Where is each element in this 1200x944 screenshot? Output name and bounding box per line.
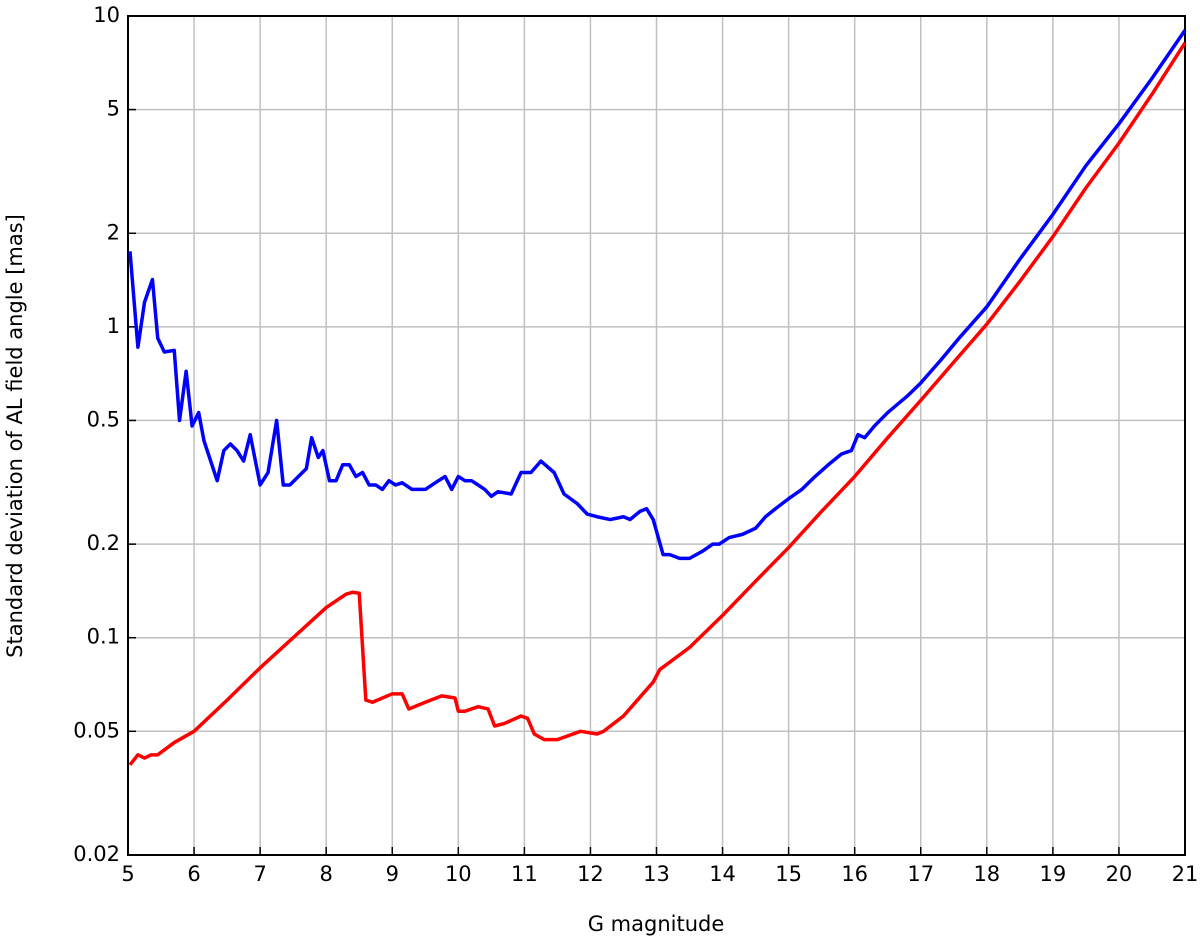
y-tick-label: 2 xyxy=(107,220,120,244)
y-tick-label: 5 xyxy=(107,97,120,121)
x-tick-label: 10 xyxy=(445,862,472,886)
x-tick-label: 13 xyxy=(643,862,670,886)
y-tick-label: 0.5 xyxy=(87,407,120,431)
y-tick-label: 0.05 xyxy=(73,718,120,742)
x-tick-label: 12 xyxy=(577,862,604,886)
x-tick-label: 6 xyxy=(187,862,200,886)
x-tick-label: 17 xyxy=(907,862,934,886)
y-tick-label: 10 xyxy=(93,3,120,27)
x-tick-label: 14 xyxy=(709,862,736,886)
y-axis-label: Standard deviation of AL field angle [ma… xyxy=(3,214,27,658)
x-tick-label: 21 xyxy=(1172,862,1199,886)
y-tick-label: 0.2 xyxy=(87,531,120,555)
y-tick-label: 0.02 xyxy=(73,842,120,866)
x-tick-label: 9 xyxy=(386,862,399,886)
x-axis-label: G magnitude xyxy=(588,912,725,936)
plot-frame xyxy=(127,15,1186,856)
y-tick-label: 0.1 xyxy=(87,625,120,649)
x-tick-label: 7 xyxy=(253,862,266,886)
x-tick-label: 20 xyxy=(1106,862,1133,886)
x-tick-label: 18 xyxy=(973,862,1000,886)
y-tick-label: 1 xyxy=(107,314,120,338)
x-tick-label: 16 xyxy=(841,862,868,886)
x-tick-label: 8 xyxy=(320,862,333,886)
x-tick-label: 15 xyxy=(775,862,802,886)
x-tick-label: 11 xyxy=(511,862,538,886)
data-line xyxy=(128,29,1187,561)
x-tick-label: 19 xyxy=(1040,862,1067,886)
x-tick-label: 5 xyxy=(121,862,134,886)
data-line xyxy=(128,41,1187,766)
